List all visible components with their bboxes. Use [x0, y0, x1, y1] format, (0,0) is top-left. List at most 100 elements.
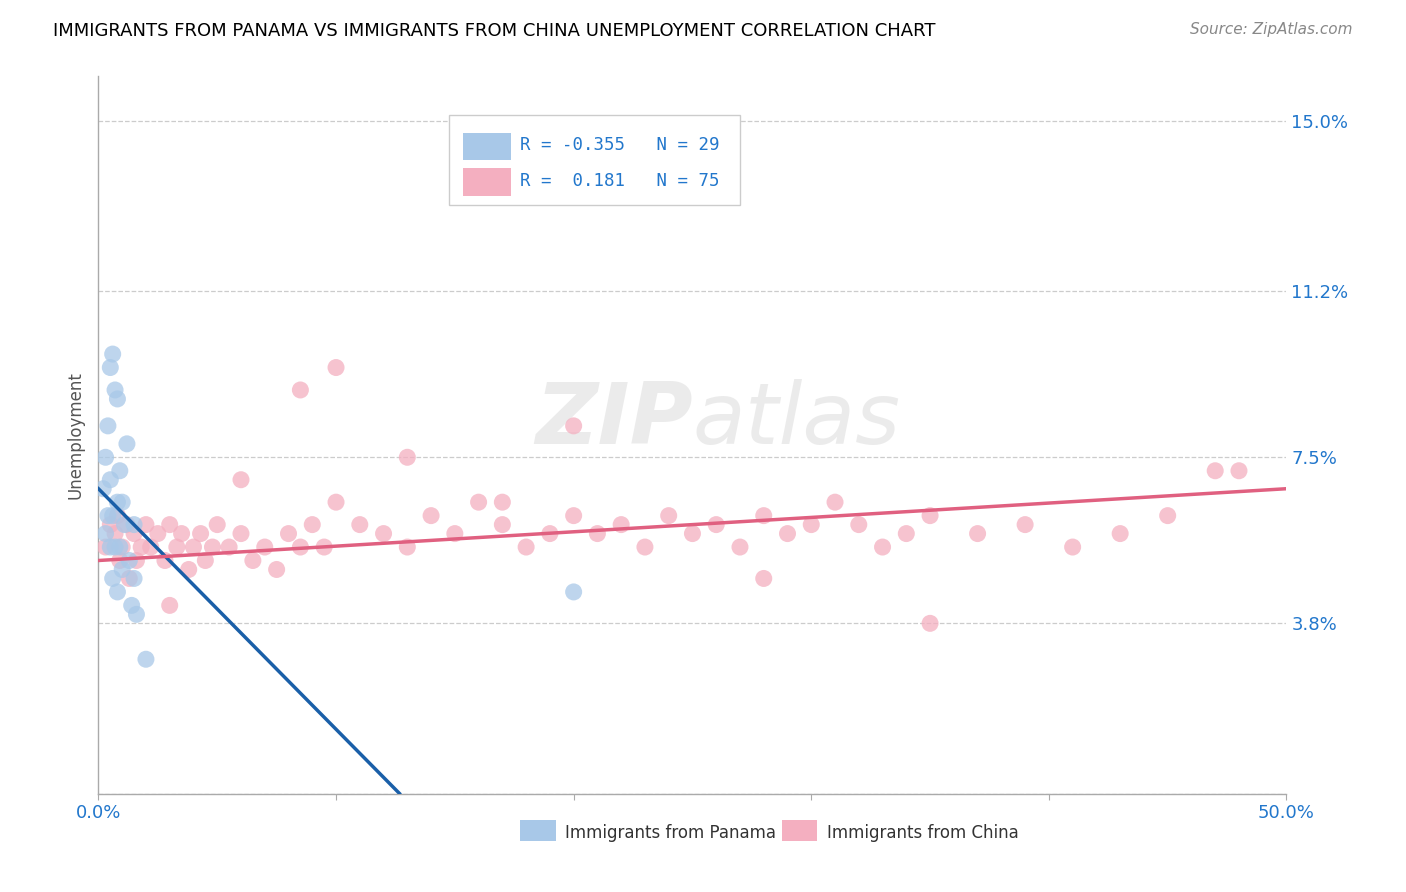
Point: [229, 526, 252, 541]
Point: [111, 562, 134, 576]
Point: [290, 540, 312, 554]
Point: [115, 517, 138, 532]
Point: [159, 599, 181, 613]
Point: [467, 495, 489, 509]
Point: [139, 540, 162, 554]
Point: [146, 526, 169, 541]
Point: [800, 517, 823, 532]
Point: [91, 482, 114, 496]
Point: [125, 553, 148, 567]
Text: Immigrants from Panama: Immigrants from Panama: [565, 824, 776, 842]
Point: [201, 540, 224, 554]
Point: [153, 553, 176, 567]
Point: [190, 526, 212, 541]
Point: [125, 607, 148, 622]
Point: [94, 540, 117, 554]
FancyBboxPatch shape: [463, 133, 510, 160]
Point: [207, 517, 229, 532]
Point: [444, 526, 467, 541]
Point: [1204, 464, 1226, 478]
Point: [135, 517, 157, 532]
Point: [752, 508, 775, 523]
Point: [896, 526, 918, 541]
Point: [129, 540, 152, 554]
Point: [122, 517, 145, 532]
Text: R =  0.181   N = 75: R = 0.181 N = 75: [520, 172, 720, 190]
Point: [98, 517, 121, 532]
Point: [824, 495, 846, 509]
Point: [491, 517, 513, 532]
Point: [562, 508, 585, 523]
Point: [658, 508, 681, 523]
FancyBboxPatch shape: [782, 821, 817, 840]
Point: [122, 571, 145, 585]
FancyBboxPatch shape: [449, 115, 740, 205]
Point: [170, 526, 193, 541]
Point: [728, 540, 751, 554]
Point: [107, 392, 129, 406]
Point: [101, 571, 124, 585]
Point: [194, 553, 217, 567]
Point: [325, 360, 347, 375]
Point: [94, 450, 117, 465]
Point: [396, 540, 419, 554]
Point: [562, 585, 585, 599]
Point: [98, 540, 121, 554]
Point: [776, 526, 799, 541]
Point: [848, 517, 870, 532]
Point: [111, 540, 134, 554]
Point: [118, 553, 141, 567]
Point: [97, 508, 120, 523]
Point: [177, 562, 200, 576]
Text: R = -0.355   N = 29: R = -0.355 N = 29: [520, 136, 720, 154]
Point: [266, 562, 288, 576]
Point: [253, 540, 276, 554]
Text: Source: ZipAtlas.com: Source: ZipAtlas.com: [1189, 22, 1353, 37]
Point: [586, 526, 609, 541]
Point: [373, 526, 395, 541]
Point: [104, 540, 127, 554]
Text: atlas: atlas: [692, 379, 900, 462]
Text: IMMIGRANTS FROM PANAMA VS IMMIGRANTS FROM CHINA UNEMPLOYMENT CORRELATION CHART: IMMIGRANTS FROM PANAMA VS IMMIGRANTS FRO…: [53, 22, 936, 40]
Y-axis label: Unemployment: Unemployment: [66, 371, 84, 499]
FancyBboxPatch shape: [520, 821, 555, 840]
Point: [108, 464, 131, 478]
Point: [229, 473, 252, 487]
Point: [135, 652, 157, 666]
Point: [515, 540, 537, 554]
Point: [159, 517, 181, 532]
Point: [277, 526, 299, 541]
Point: [610, 517, 633, 532]
Point: [98, 473, 121, 487]
Point: [218, 540, 240, 554]
Point: [114, 517, 136, 532]
Point: [1062, 540, 1084, 554]
Text: Immigrants from China: Immigrants from China: [827, 824, 1018, 842]
Point: [101, 347, 124, 361]
Point: [920, 616, 942, 631]
Point: [166, 540, 188, 554]
Point: [1109, 526, 1132, 541]
Point: [98, 360, 121, 375]
Point: [1014, 517, 1036, 532]
Point: [634, 540, 657, 554]
Point: [872, 540, 894, 554]
Point: [325, 495, 347, 509]
Point: [115, 437, 138, 451]
Point: [94, 526, 117, 541]
Point: [290, 383, 312, 397]
Point: [108, 553, 131, 567]
Point: [242, 553, 264, 567]
Point: [107, 508, 129, 523]
Text: ZIP: ZIP: [534, 379, 692, 462]
Point: [104, 526, 127, 541]
Point: [491, 495, 513, 509]
Point: [396, 450, 419, 465]
Point: [111, 495, 134, 509]
Point: [314, 540, 336, 554]
Point: [104, 383, 127, 397]
Point: [1156, 508, 1178, 523]
Point: [118, 571, 141, 585]
Point: [681, 526, 703, 541]
Point: [183, 540, 205, 554]
